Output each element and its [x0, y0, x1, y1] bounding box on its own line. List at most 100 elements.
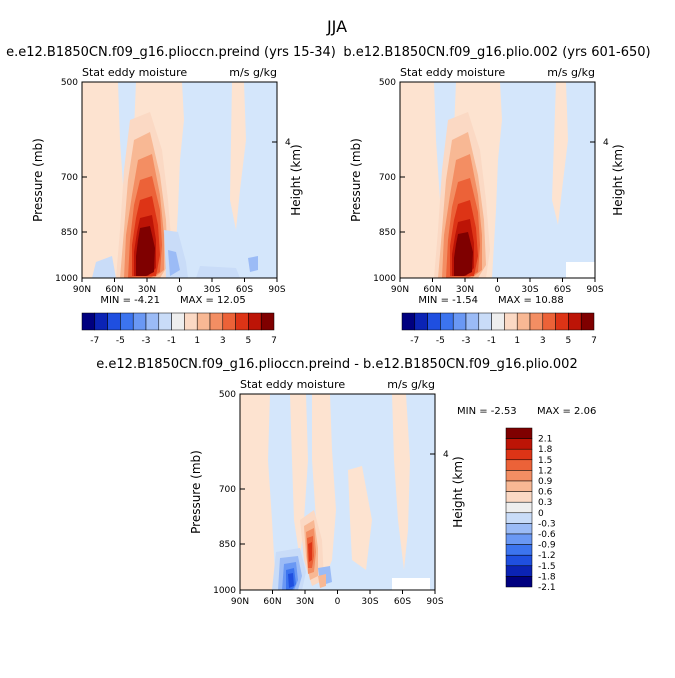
colorbar-swatch [529, 312, 544, 331]
data-gap [566, 262, 595, 278]
colorbar-tick-label: -0.3 [538, 519, 556, 529]
colorbar-tick-label: 0.9 [538, 477, 553, 487]
colorbar-swatch [171, 312, 185, 331]
panel-plio: b.e12.B1850CN.f09_g16.plio.002 (yrs 601-… [343, 45, 650, 346]
x-tick-label: 90N [231, 597, 249, 607]
colorbar-tick-label: -2.1 [538, 583, 556, 593]
colorbar-tick-label: -5 [116, 336, 125, 346]
colorbar-swatch [505, 523, 533, 535]
units-label: m/s g/kg [387, 378, 435, 391]
colorbar-swatch [516, 312, 531, 331]
colorbar-tick-label: -7 [90, 336, 99, 346]
x-tick-label: 0 [177, 285, 183, 295]
x-tick-label: 30N [138, 285, 156, 295]
colorbar-swatch [440, 312, 454, 331]
min-label: MIN = -4.21 [100, 295, 160, 306]
colorbar-tick-label: -5 [436, 336, 445, 346]
colorbar-swatch [209, 312, 224, 331]
y-tick-label: 700 [379, 173, 396, 183]
x-tick-label: 0 [495, 285, 501, 295]
height-tick-label: 4 [285, 138, 291, 148]
colorbar-tick-label: 3 [540, 336, 546, 346]
colorbar-tick-label: 0.3 [538, 498, 552, 508]
colorbar-tick-label: 7 [591, 336, 597, 346]
y-tick-label: 500 [379, 78, 396, 88]
positive-band [392, 394, 410, 570]
colorbar: -7 -5 -3 -1 1 3 5 7 [401, 312, 597, 346]
colorbar-swatch [505, 491, 533, 503]
y-tick-label: 500 [61, 78, 78, 88]
colorbar-tick-label: -1 [167, 336, 176, 346]
data-gap [392, 578, 430, 590]
max-label: MAX = 10.88 [498, 295, 564, 306]
negative-band [196, 266, 240, 278]
y-tick-label: 700 [61, 173, 78, 183]
y-tick-label: 850 [61, 228, 78, 238]
colorbar-swatch [248, 312, 262, 331]
colorbar-swatch [94, 312, 108, 331]
colorbar-swatch [505, 533, 533, 545]
positive-band [240, 394, 276, 590]
negative-band [92, 256, 116, 278]
colorbar-swatch [427, 312, 441, 331]
colorbar-swatch [504, 312, 518, 331]
x-tick-label: 60S [236, 285, 253, 295]
units-label: m/s g/kg [229, 66, 277, 79]
x-tick-label: 30S [361, 597, 378, 607]
y-tick-label: 500 [219, 390, 236, 400]
y-axis-left: 500 700 850 1000 [373, 78, 405, 284]
colorbar-swatch [107, 312, 121, 331]
panel-title: e.e12.B1850CN.f09_g16.plioccn.preind - b… [96, 357, 577, 372]
contour-level-7 [136, 226, 155, 276]
x-tick-label: 60N [423, 285, 441, 295]
x-tick-label: 30N [456, 285, 474, 295]
colorbar-tick-label: 1.5 [538, 456, 552, 466]
colorbar-swatch [568, 312, 582, 331]
field-name-label: Stat eddy moisture [240, 378, 345, 391]
x-axis: 90N 60N 30N 0 30S 60S 90S [73, 278, 286, 295]
height-tick-label: 4 [443, 450, 449, 460]
x-tick-label: 90N [391, 285, 409, 295]
colorbar-tick-label: -3 [462, 336, 471, 346]
colorbar-swatch [505, 448, 533, 461]
field-name-label: Stat eddy moisture [82, 66, 187, 79]
colorbar-tick-label: 5 [246, 336, 252, 346]
y-axis-right-title: Height (km) [289, 144, 303, 215]
y-axis-right-title: Height (km) [451, 456, 465, 527]
colorbar-swatch [260, 312, 275, 331]
colorbar-tick-label: -1.8 [538, 572, 556, 582]
colorbar-swatch [580, 312, 595, 331]
min-label: MIN = -1.54 [418, 295, 478, 306]
y-axis-right: 4 [272, 138, 291, 148]
x-tick-label: 60S [394, 597, 411, 607]
positive-band [318, 574, 326, 588]
x-tick-label: 60N [105, 285, 123, 295]
colorbar-tick-label: 7 [271, 336, 277, 346]
colorbar-swatch [222, 312, 236, 331]
colorbar-swatch [465, 312, 480, 331]
x-tick-label: 60S [554, 285, 571, 295]
x-tick-label: 30S [203, 285, 220, 295]
y-tick-label: 850 [379, 228, 396, 238]
y-tick-label: 700 [219, 485, 236, 495]
contour-field [82, 82, 277, 278]
negative-band [168, 250, 180, 276]
colorbar-tick-label: 1 [514, 336, 520, 346]
colorbar-tick-label: -1.2 [538, 551, 556, 561]
colorbar-tick-label: -1.5 [538, 562, 556, 572]
x-tick-label: 30S [521, 285, 538, 295]
x-tick-label: 90S [268, 285, 285, 295]
panel-preind: e.e12.B1850CN.f09_g16.plioccn.preind (yr… [6, 45, 336, 346]
contour-field [240, 394, 435, 590]
y-axis-right: 4 [430, 450, 449, 460]
positive-band [230, 82, 246, 230]
colorbar-tick-label: 1.2 [538, 466, 552, 476]
colorbar-swatch [542, 312, 556, 331]
height-tick-label: 4 [603, 138, 609, 148]
colorbar-swatch [401, 312, 416, 331]
colorbar-swatch [505, 470, 533, 482]
colorbar-swatch [505, 576, 533, 588]
y-axis-title: Pressure (mb) [31, 138, 45, 222]
y-tick-label: 1000 [373, 274, 396, 284]
colorbar-tick-label: 5 [566, 336, 572, 346]
